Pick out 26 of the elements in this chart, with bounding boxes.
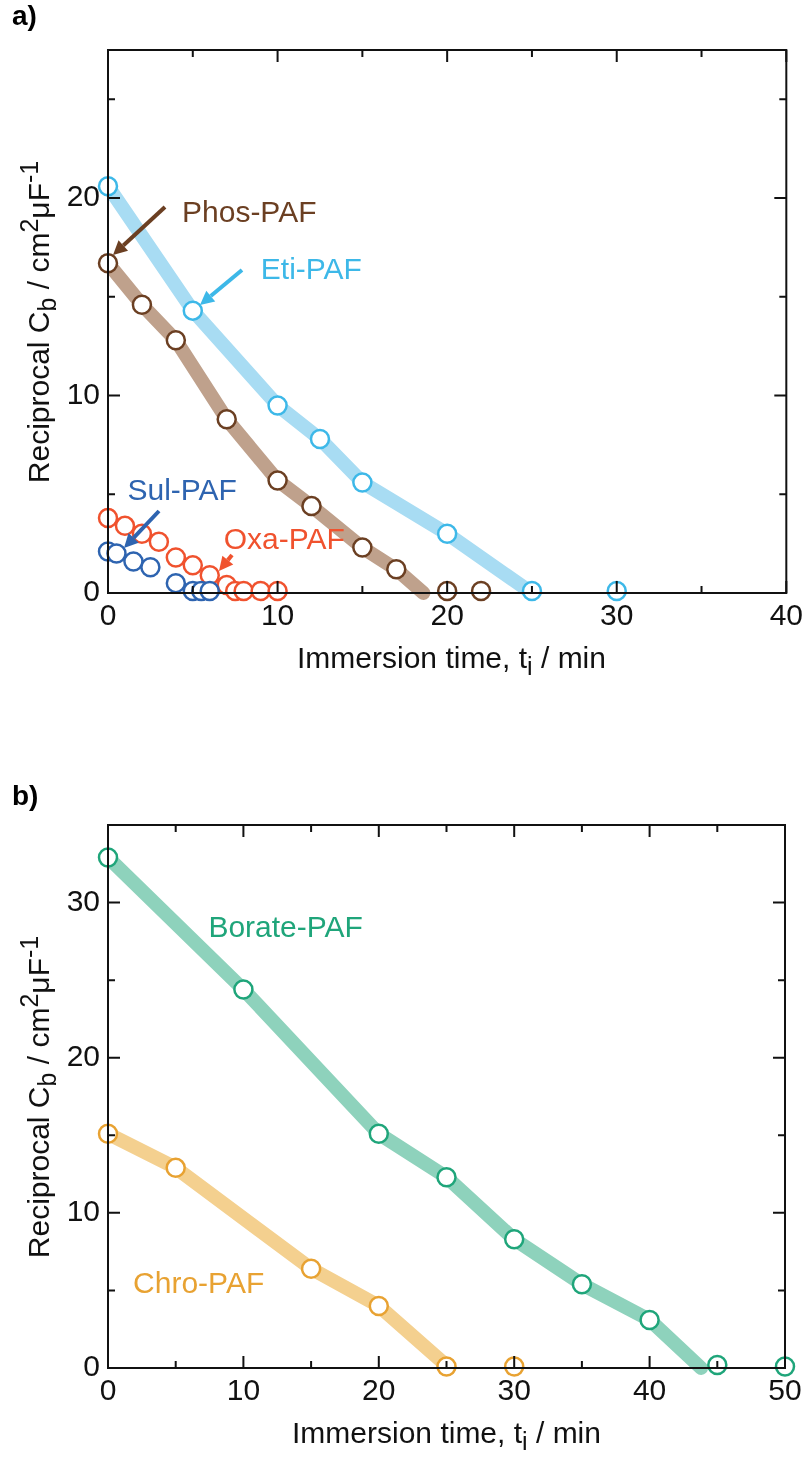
x-tick-label: 30 [497, 1373, 531, 1407]
y-tick-label: 10 [66, 1194, 100, 1228]
y-tick-label: 30 [66, 883, 100, 917]
y-tick-label: 10 [66, 376, 100, 410]
series-label: Chro-PAF [133, 1265, 265, 1300]
series-label: Borate-PAF [208, 910, 363, 945]
x-tick-label: 40 [632, 1373, 667, 1407]
x-tick-label: 20 [362, 1373, 396, 1407]
x-tick-label: 10 [260, 598, 295, 632]
legend-label: Phos-PAF [182, 195, 317, 230]
chart-title: b) [12, 780, 39, 812]
legend-label: Eti-PAF [260, 251, 362, 286]
x-axis-title: Immersion time, t$_{i}$ / min [292, 1416, 601, 1456]
y-tick-label: 0 [83, 1349, 100, 1383]
legend-label: Oxa-PAF [223, 522, 345, 557]
y-tick-label: 20 [66, 179, 100, 213]
x-tick-label: 40 [769, 598, 803, 632]
y-tick-label: 0 [83, 574, 100, 608]
series-label: Sul-PAF [127, 472, 237, 507]
y-tick-label: 20 [66, 1038, 100, 1072]
x-axis-title: Immersion time, t$_{i}$ / min [297, 641, 606, 681]
x-tick-label: 20 [430, 598, 464, 632]
x-tick-label: 10 [226, 1373, 261, 1407]
x-tick-label: 30 [600, 598, 634, 632]
chart-title: a) [12, 0, 37, 32]
x-tick-label: 50 [768, 1373, 802, 1407]
